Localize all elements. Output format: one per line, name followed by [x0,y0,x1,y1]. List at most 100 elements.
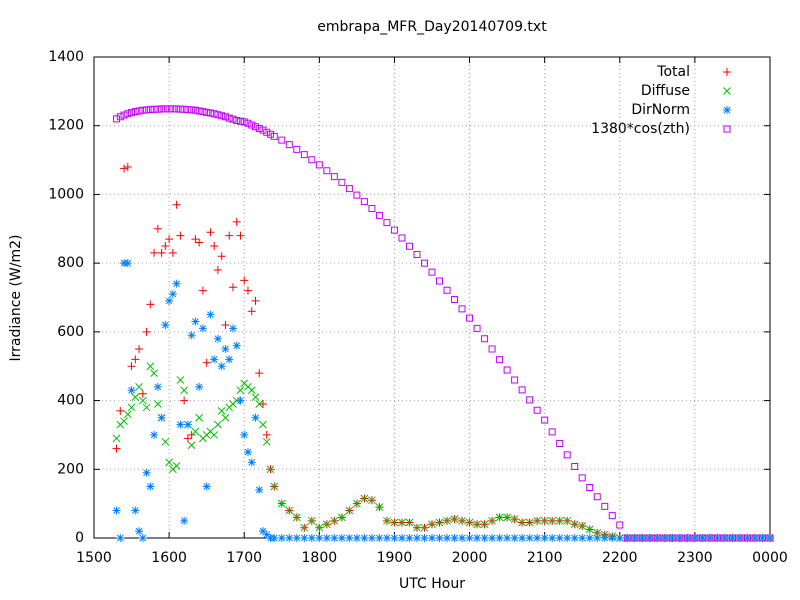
star-point [435,534,444,542]
plus-point [247,307,256,316]
plus-point [217,252,226,261]
square-point [766,534,774,542]
square-point [398,234,406,242]
star-point [645,534,654,542]
plus-point [240,276,249,285]
plus-point [150,248,159,257]
square-point [233,117,241,125]
cross-point [435,518,444,527]
star-point [420,534,429,542]
legend-swatch [723,87,731,95]
square-point [214,111,222,119]
square-point [451,296,459,304]
y-tick-label: 400 [57,393,84,409]
cross-point [338,513,346,522]
square-point [210,110,218,118]
plus-point [228,283,237,292]
plus-point [198,286,207,295]
plus-point [221,320,230,329]
star-point [428,534,436,542]
cross-point [533,516,542,525]
cross-point [375,503,384,511]
cross-point [525,518,534,527]
star-point [375,534,384,542]
square-point [593,493,601,501]
square-point [481,335,489,343]
plus-point [195,238,204,247]
cross-point [270,482,279,491]
cross-point [585,525,594,534]
plus-point [112,444,121,453]
square-point [616,521,624,529]
cross-point [330,516,339,525]
y-tick-label: 1400 [48,49,84,65]
cross-point [172,461,181,470]
star-point [307,534,316,542]
square-point [698,534,706,542]
cross-point [428,520,436,529]
plus-point [187,430,196,439]
star-point [412,534,421,542]
star-point [213,334,222,343]
plus-point [127,362,136,371]
cross-point [503,513,511,522]
cross-point [488,516,496,525]
star-point [750,534,759,542]
star-point [292,534,301,542]
star-point [766,534,774,542]
square-point [526,396,534,404]
star-point [127,386,136,395]
square-point [244,119,252,127]
square-point [206,109,214,117]
star-point [157,413,166,422]
x-tick-label: 0000 [752,550,788,566]
square-point [668,534,676,542]
cross-point [398,518,406,527]
cross-point [112,434,121,443]
star-point [367,534,376,542]
cross-point [180,386,188,395]
square-point [638,534,646,542]
cross-point [315,523,324,532]
cross-point [390,518,399,527]
plus-point [172,200,181,209]
cross-point [540,516,549,525]
square-point [338,178,346,186]
square-point [721,534,729,542]
square-point [473,324,481,332]
star-point [638,534,647,542]
star-point [153,382,162,391]
square-point [586,483,594,491]
star-point [623,534,632,542]
x-tick-label: 2000 [452,550,488,566]
star-point [758,534,767,542]
square-point [278,136,286,144]
cross-point [300,523,309,532]
x-tick-label: 2200 [602,550,638,566]
legend-label: DirNorm [631,102,690,118]
square-point [578,474,586,482]
cross-point [353,499,361,508]
square-point [330,173,338,181]
plus-point [191,235,200,244]
square-point [428,268,436,276]
square-point [458,305,466,313]
cross-point [150,369,158,377]
star-point [578,534,587,542]
cross-point [578,522,587,530]
square-point [466,314,474,322]
square-point [608,512,616,520]
square-point [601,502,609,510]
square-point [345,185,353,193]
square-point [270,132,278,140]
star-point [217,362,226,371]
star-point [390,534,399,542]
cross-point [255,400,264,408]
cross-point [153,400,162,408]
cross-point [345,506,354,515]
cross-point [322,520,331,529]
plus-point [251,296,260,305]
star-point [112,506,121,515]
plus-point [176,231,185,240]
cross-point [131,393,140,401]
